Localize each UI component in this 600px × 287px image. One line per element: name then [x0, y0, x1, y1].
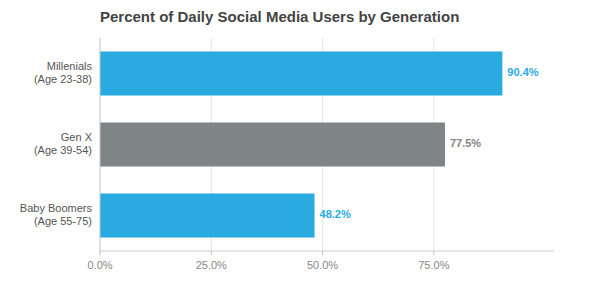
x-tick-label: 25.0%: [196, 259, 227, 271]
y-tick-label: Gen X(Age 39-54): [34, 131, 93, 156]
chart-title: Percent of Daily Social Media Users by G…: [100, 8, 459, 25]
x-axis-line: [100, 251, 554, 252]
y-tick-label-line: Baby Boomers: [20, 202, 93, 214]
y-axis-line: [100, 38, 101, 251]
x-tick: [100, 251, 101, 255]
grid-line: [100, 38, 101, 251]
chart-container: Percent of Daily Social Media Users by G…: [0, 0, 600, 287]
value-label: 48.2%: [320, 208, 351, 220]
y-tick-label-line: (Age 39-54): [34, 144, 92, 156]
y-tick-label-line: (Age 55-75): [34, 215, 92, 227]
bar: [100, 122, 445, 166]
value-label: 90.4%: [507, 66, 538, 78]
bar: [100, 193, 315, 237]
bars: [100, 51, 502, 237]
bar: [100, 51, 502, 95]
x-tick-label: 0.0%: [87, 259, 112, 271]
y-tick-label-line: Millenials: [47, 60, 93, 72]
x-tick: [322, 251, 323, 255]
y-tick-label-line: Gen X: [61, 131, 93, 143]
y-tick-label: Baby Boomers(Age 55-75): [20, 202, 93, 227]
value-label: 77.5%: [450, 137, 481, 149]
x-tick: [433, 251, 434, 255]
x-tick-label: 50.0%: [307, 259, 338, 271]
y-tick-label-line: (Age 23-38): [34, 73, 92, 85]
y-tick-label: Millenials(Age 23-38): [34, 60, 93, 85]
x-tick: [211, 251, 212, 255]
x-tick-label: 75.0%: [418, 259, 449, 271]
chart-svg: Percent of Daily Social Media Users by G…: [0, 0, 600, 287]
